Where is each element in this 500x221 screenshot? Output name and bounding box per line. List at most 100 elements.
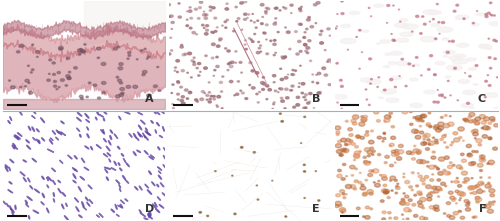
Circle shape [320, 42, 324, 44]
Circle shape [230, 61, 234, 63]
Circle shape [298, 86, 300, 88]
Circle shape [489, 189, 495, 193]
Circle shape [408, 63, 411, 65]
Circle shape [171, 21, 174, 23]
Circle shape [356, 135, 360, 137]
Circle shape [416, 150, 422, 153]
Circle shape [413, 149, 420, 153]
Circle shape [167, 4, 170, 6]
Circle shape [422, 183, 426, 185]
Circle shape [448, 80, 449, 82]
Circle shape [114, 48, 117, 50]
Circle shape [249, 62, 252, 64]
Text: D: D [144, 204, 154, 214]
Circle shape [382, 189, 387, 193]
Circle shape [468, 116, 471, 118]
Circle shape [192, 31, 196, 34]
Circle shape [254, 33, 256, 35]
Ellipse shape [104, 112, 107, 114]
Circle shape [483, 191, 485, 192]
Circle shape [416, 116, 422, 120]
Circle shape [346, 176, 348, 177]
Circle shape [371, 170, 374, 172]
Circle shape [273, 23, 276, 25]
Circle shape [418, 201, 422, 204]
Circle shape [236, 93, 239, 95]
Circle shape [328, 84, 331, 86]
Circle shape [437, 179, 440, 181]
Ellipse shape [99, 114, 103, 117]
Circle shape [193, 57, 195, 58]
Circle shape [384, 133, 386, 134]
Circle shape [128, 51, 131, 54]
Circle shape [471, 162, 476, 165]
Circle shape [292, 106, 296, 108]
Circle shape [459, 200, 460, 201]
Ellipse shape [85, 114, 89, 118]
Circle shape [86, 96, 88, 98]
Circle shape [204, 27, 205, 29]
Circle shape [257, 20, 258, 21]
Circle shape [180, 46, 184, 48]
Circle shape [488, 137, 492, 139]
Ellipse shape [28, 178, 30, 182]
Circle shape [299, 50, 302, 52]
Circle shape [279, 10, 281, 11]
Circle shape [202, 13, 206, 16]
Circle shape [319, 91, 322, 93]
Circle shape [238, 81, 240, 82]
Circle shape [206, 99, 208, 100]
Circle shape [444, 185, 447, 187]
Circle shape [256, 72, 259, 74]
Circle shape [303, 97, 304, 98]
Circle shape [432, 186, 437, 189]
Circle shape [481, 156, 483, 157]
Circle shape [471, 178, 473, 179]
Circle shape [359, 151, 362, 152]
Ellipse shape [99, 213, 103, 217]
Circle shape [326, 61, 328, 62]
Ellipse shape [83, 207, 86, 210]
Circle shape [265, 84, 268, 87]
Circle shape [356, 36, 358, 38]
Ellipse shape [410, 103, 422, 107]
Circle shape [226, 3, 228, 4]
Circle shape [365, 179, 368, 181]
Circle shape [475, 117, 481, 121]
Circle shape [157, 66, 159, 68]
Ellipse shape [33, 138, 35, 140]
Circle shape [460, 192, 466, 196]
Circle shape [434, 189, 439, 193]
Circle shape [209, 98, 212, 100]
Circle shape [362, 192, 368, 195]
Circle shape [308, 92, 312, 95]
Circle shape [328, 59, 331, 61]
Ellipse shape [134, 152, 136, 155]
Circle shape [248, 38, 250, 39]
Ellipse shape [388, 62, 396, 65]
Circle shape [428, 165, 435, 169]
Ellipse shape [87, 127, 88, 130]
Ellipse shape [160, 135, 162, 137]
Circle shape [16, 51, 20, 53]
Ellipse shape [446, 65, 462, 70]
Circle shape [10, 86, 15, 89]
Circle shape [284, 7, 287, 9]
Circle shape [488, 57, 491, 59]
Ellipse shape [164, 148, 167, 152]
Circle shape [266, 99, 268, 100]
Ellipse shape [462, 103, 473, 108]
Circle shape [474, 138, 476, 139]
Circle shape [491, 119, 495, 122]
Circle shape [28, 65, 30, 67]
Circle shape [314, 4, 317, 6]
Circle shape [298, 40, 301, 43]
Circle shape [456, 165, 462, 169]
Circle shape [260, 51, 262, 52]
Circle shape [80, 48, 82, 50]
Ellipse shape [74, 169, 78, 171]
Ellipse shape [72, 168, 76, 170]
Ellipse shape [140, 120, 145, 124]
Circle shape [338, 140, 342, 143]
Circle shape [316, 2, 320, 4]
